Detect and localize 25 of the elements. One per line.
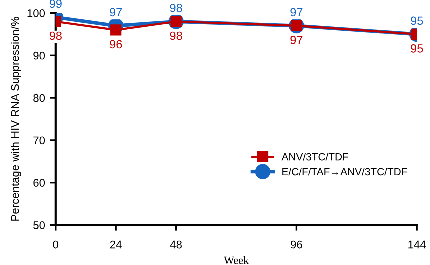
x-tick-label: 0 [53, 240, 59, 249]
y-axis-title: Percentage with HIV RNA Suppression/% [11, 17, 22, 221]
y-tick-label: 90 [34, 52, 46, 60]
data-label: 98 [170, 32, 182, 40]
data-label: 97 [290, 8, 303, 17]
y-tick-label: 60 [34, 179, 46, 187]
y-tick-label: 50 [34, 222, 46, 230]
y-tick-label: 80 [34, 94, 46, 102]
x-axis-title: Week [224, 256, 250, 264]
data-label: 97 [290, 36, 303, 44]
legend-label: ANV/3TC/TDF [282, 153, 348, 161]
data-label: 95 [411, 44, 424, 53]
legend-label: E/C/F/TAF→ANV/3TC/TDF [282, 168, 408, 176]
x-tick-label: 96 [291, 240, 302, 249]
data-label: 99 [50, 0, 62, 8]
data-label: 97 [110, 8, 122, 17]
data-label: 95 [411, 16, 424, 26]
y-tick-label: 100 [28, 10, 46, 18]
x-tick-label: 48 [170, 240, 182, 249]
x-tick-label: 144 [408, 240, 426, 249]
x-tick-label: 24 [110, 240, 122, 249]
data-label: 96 [110, 40, 122, 49]
y-tick-label: 70 [34, 136, 46, 145]
data-label: 98 [50, 32, 62, 40]
data-label: 98 [170, 4, 182, 12]
